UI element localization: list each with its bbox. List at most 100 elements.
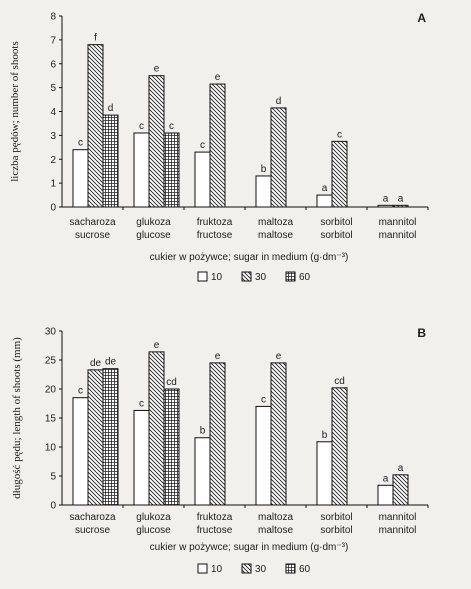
bar-30-sucrose <box>87 44 104 208</box>
significance-letter: c <box>337 129 342 140</box>
panel-label: B <box>417 326 426 340</box>
y-axis-title: liczba pędów; number of shoots <box>9 41 21 182</box>
y-tick-label: 6 <box>50 59 56 70</box>
y-tick-label: 5 <box>50 472 56 483</box>
bar-30-sucrose <box>87 369 104 506</box>
bar-30-fructose <box>209 83 226 208</box>
y-tick-label: 7 <box>50 35 56 46</box>
significance-letter: a <box>383 473 389 484</box>
category-label-pl: fruktoza <box>197 512 233 523</box>
legend-swatch-60 <box>285 271 296 282</box>
legend-swatch-10 <box>197 563 208 574</box>
panel-b-shoot-length-chart: 0 5 10 15 20 25 30 długość pędu; length of shoo… <box>11 326 429 575</box>
y-tick-label: 25 <box>45 356 57 367</box>
y-tick-label: 20 <box>45 385 57 396</box>
legend-label: 60 <box>299 272 311 283</box>
significance-letter: de <box>105 357 117 368</box>
significance-letter: c <box>78 386 83 397</box>
y-tick-label: 3 <box>50 131 56 142</box>
bar-30-glucose <box>148 351 165 506</box>
bar-10-glucose <box>133 409 150 506</box>
bar-60-sucrose <box>102 368 119 506</box>
y-axis-title: długość pędu; length of shoots (mm) <box>11 337 23 499</box>
category-label-en: sorbitol <box>320 525 352 536</box>
significance-letter: c <box>78 138 83 149</box>
category-label-pl: mannitol <box>379 217 417 228</box>
panel-label: A <box>417 11 426 25</box>
category-label-en: mannitol <box>379 230 417 241</box>
bar-10-sucrose <box>72 397 89 506</box>
significance-letter: e <box>154 64 160 75</box>
bar-10-maltose <box>255 405 272 506</box>
significance-letter: c <box>261 394 266 405</box>
category-label-en: sorbitol <box>320 230 352 241</box>
y-tick-label: 15 <box>45 414 57 425</box>
bar-30-fructose <box>209 362 226 506</box>
y-tick-label: 5 <box>50 83 56 94</box>
category-label-en: glucose <box>136 230 171 241</box>
legend-label: 60 <box>299 564 311 575</box>
category-label-pl: sorbitol <box>320 512 352 523</box>
significance-letter: c <box>169 121 174 132</box>
significance-letter: c <box>200 140 205 151</box>
legend-swatch-60 <box>285 563 296 574</box>
category-label-pl: maltoza <box>258 512 293 523</box>
category-label-en: sucrose <box>75 230 110 241</box>
x-axis-title: cukier w pożywce; sugar in medium (g·dm⁻… <box>150 542 349 553</box>
significance-letter: f <box>94 33 97 44</box>
category-label-en: maltose <box>258 525 293 536</box>
category-label-pl: maltoza <box>258 217 293 228</box>
y-tick-label: 10 <box>45 443 57 454</box>
significance-letter: e <box>215 351 221 362</box>
bar-10-mannitol <box>377 204 394 208</box>
y-tick-label: 30 <box>45 327 57 338</box>
category-label-pl: glukoza <box>136 512 171 523</box>
category-label-pl: mannitol <box>379 512 417 523</box>
y-tick-label: 8 <box>50 12 56 23</box>
legend-label: 30 <box>255 272 267 283</box>
bar-30-sorbitol <box>331 387 348 506</box>
bar-30-maltose <box>270 107 287 208</box>
category-label-en: sucrose <box>75 525 110 536</box>
legend-swatch-10 <box>197 271 208 282</box>
significance-letter: c <box>139 398 144 409</box>
bar-10-sorbitol <box>316 194 333 208</box>
significance-letter: de <box>90 358 102 369</box>
bar-60-glucose <box>163 132 180 208</box>
significance-letter: a <box>398 463 404 474</box>
y-tick-label: 2 <box>50 155 56 166</box>
bar-60-glucose <box>163 388 180 506</box>
y-tick-label: 1 <box>50 179 56 190</box>
category-label-pl: sacharoza <box>69 512 116 523</box>
bar-10-sucrose <box>72 149 89 208</box>
significance-letter: d <box>108 103 114 114</box>
significance-letter: b <box>200 426 206 437</box>
bar-30-mannitol <box>392 204 409 208</box>
bar-10-glucose <box>133 132 150 208</box>
x-axis-title: cukier w pożywce; sugar in medium (g·dm⁻… <box>150 252 349 263</box>
significance-letter: cd <box>334 376 345 387</box>
panel-a-shoot-number-chart: 0 1 2 3 4 5 6 7 8 liczba pędów; number of shoots A… <box>9 11 429 283</box>
category-label-pl: sorbitol <box>320 217 352 228</box>
bar-10-fructose <box>194 151 211 208</box>
category-label-en: glucose <box>136 525 171 536</box>
bar-30-maltose <box>270 362 287 506</box>
bar-60-sucrose <box>102 114 119 208</box>
y-tick-label: 0 <box>50 203 56 214</box>
significance-letter: cd <box>166 377 177 388</box>
significance-letter: b <box>322 430 328 441</box>
category-label-pl: glukoza <box>136 217 171 228</box>
significance-letter: d <box>276 96 282 107</box>
y-tick-label: 0 <box>50 501 56 512</box>
legend-label: 10 <box>211 272 223 283</box>
significance-letter: c <box>139 121 144 132</box>
category-label-pl: fruktoza <box>197 217 233 228</box>
category-label-pl: sacharoza <box>69 217 116 228</box>
legend-swatch-30 <box>241 563 252 574</box>
category-label-en: maltose <box>258 230 293 241</box>
y-tick-label: 4 <box>50 107 56 118</box>
bar-30-mannitol <box>392 474 409 506</box>
significance-letter: a <box>322 183 328 194</box>
bar-30-sorbitol <box>331 140 348 208</box>
